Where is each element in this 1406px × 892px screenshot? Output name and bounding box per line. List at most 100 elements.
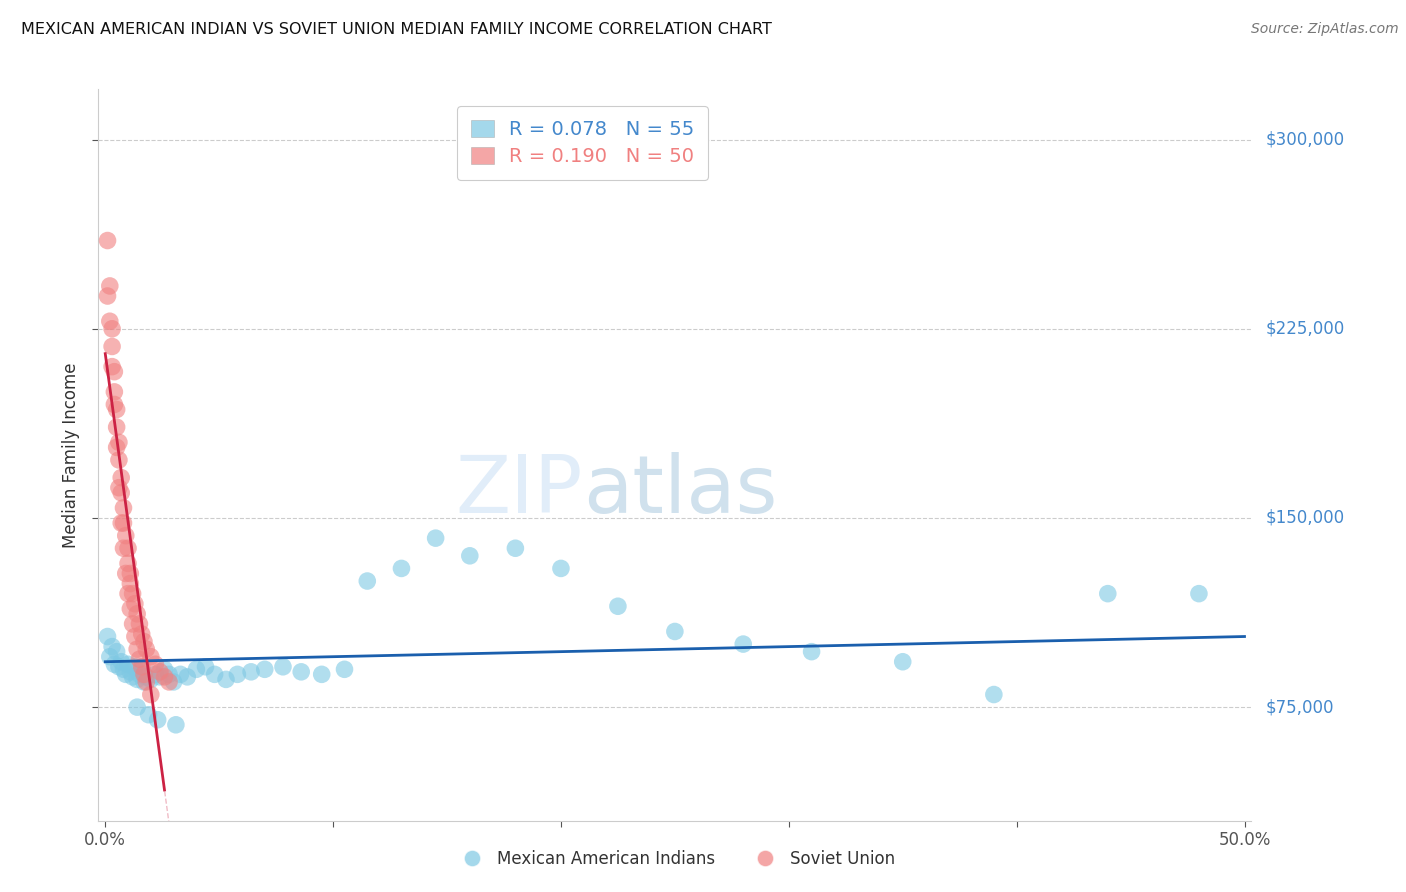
Point [146,713,169,727]
Point [131,660,153,674]
Point [103,397,125,411]
Point [135,670,157,684]
Text: atlas: atlas [582,452,778,531]
Point [108,481,131,495]
Point [101,322,124,336]
Point [114,528,136,542]
Text: MEXICAN AMERICAN INDIAN VS SOVIET UNION MEDIAN FAMILY INCOME CORRELATION CHART: MEXICAN AMERICAN INDIAN VS SOVIET UNION … [21,22,772,37]
Point [240,665,263,679]
Point [103,657,125,672]
Point [112,516,135,530]
Point [311,667,333,681]
Point [101,640,124,654]
Point [505,541,527,556]
Point [458,549,481,563]
Point [98,314,121,328]
Point [131,627,153,641]
Point [96,289,118,303]
Point [132,674,155,689]
Point [127,607,149,621]
Y-axis label: Median Family Income: Median Family Income [62,362,80,548]
Point [550,561,572,575]
Point [120,576,142,591]
Point [983,688,1005,702]
Point [103,365,125,379]
Point [110,470,132,484]
Point [253,662,276,676]
Point [98,649,121,664]
Point [153,670,176,684]
Point [333,662,356,676]
Point [110,516,132,530]
Point [120,601,142,615]
Point [169,667,191,681]
Point [139,688,162,702]
Point [105,420,128,434]
Point [891,655,914,669]
Point [226,667,249,681]
Point [127,642,149,657]
Point [132,667,155,681]
Point [96,234,118,248]
Text: $300,000: $300,000 [1265,130,1344,149]
Point [105,645,128,659]
Point [1188,587,1211,601]
Point [105,441,128,455]
Text: $150,000: $150,000 [1265,509,1344,527]
Point [664,624,686,639]
Legend: R = 0.078   N = 55, R = 0.190   N = 50: R = 0.078 N = 55, R = 0.190 N = 50 [457,106,709,180]
Point [145,667,167,681]
Point [149,665,172,679]
Point [110,485,132,500]
Point [128,652,150,666]
Point [800,645,823,659]
Point [101,339,124,353]
Point [1097,587,1119,601]
Point [117,657,139,672]
Text: $75,000: $75,000 [1265,698,1334,716]
Point [135,674,157,689]
Point [271,660,294,674]
Point [121,670,143,684]
Point [128,667,150,681]
Point [117,541,139,556]
Point [606,599,628,614]
Point [204,667,226,681]
Point [176,670,198,684]
Point [194,660,217,674]
Point [108,435,131,450]
Point [165,718,187,732]
Point [101,359,124,374]
Point [391,561,413,575]
Point [290,665,312,679]
Point [135,642,157,657]
Point [186,662,208,676]
Point [215,673,238,687]
Point [139,649,162,664]
Point [114,566,136,581]
Point [121,616,143,631]
Point [127,700,149,714]
Point [138,707,160,722]
Legend: Mexican American Indians, Soviet Union: Mexican American Indians, Soviet Union [449,844,901,875]
Point [124,660,146,674]
Point [103,384,125,399]
Point [153,662,176,676]
Point [112,541,135,556]
Point [132,634,155,648]
Point [124,597,146,611]
Point [733,637,755,651]
Point [127,673,149,687]
Point [112,500,135,515]
Point [356,574,378,588]
Point [114,667,136,681]
Point [117,557,139,571]
Text: $225,000: $225,000 [1265,320,1344,338]
Text: ZIP: ZIP [456,452,582,531]
Point [131,662,153,676]
Point [112,662,135,676]
Point [108,453,131,467]
Point [145,657,167,672]
Point [149,670,172,684]
Point [121,587,143,601]
